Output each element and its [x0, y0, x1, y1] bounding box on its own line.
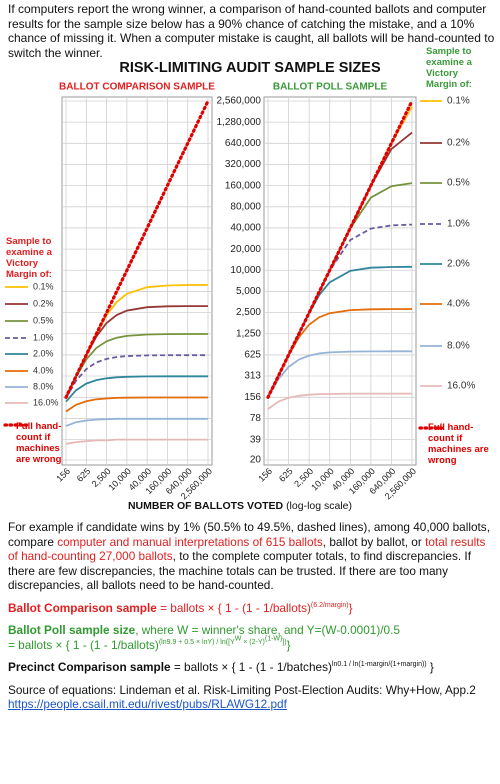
- series-line: [65, 417, 208, 427]
- plot-area: [263, 96, 417, 466]
- text: ]): [282, 638, 287, 646]
- text: , to the complete computer totals, to fi…: [8, 549, 471, 592]
- y-tick-label: 2,500: [236, 307, 261, 318]
- text: }: [286, 637, 291, 652]
- example: For example if candidate wins by 1% (50.…: [8, 520, 496, 593]
- y-tick-label: 10,000: [230, 265, 261, 276]
- text: ln0.1 / ln(1-margin/(1+margin)): [331, 661, 427, 669]
- text: (1-W): [264, 635, 283, 643]
- x-tick-label: 156: [256, 466, 274, 484]
- series-line: [65, 438, 208, 445]
- source-link[interactable]: https://people.csail.mit.edu/rivest/pubs…: [8, 697, 287, 711]
- comparison-formula: Ballot Comparison sample = ballots × { 1…: [8, 601, 496, 616]
- y-tick-label: 20: [250, 455, 262, 466]
- source: Source of equations: Lindeman et al. Ris…: [8, 683, 496, 712]
- legend-label: 1.0%: [447, 219, 470, 230]
- text: W: [234, 635, 242, 643]
- text: × (2-Y): [241, 638, 265, 646]
- legend-label: 0.2%: [447, 138, 470, 149]
- text: }: [426, 660, 434, 674]
- series-line: [267, 392, 412, 410]
- y-tick-label: 313: [244, 371, 261, 382]
- chart-title: RISK-LIMITING AUDIT SAMPLE SIZES: [119, 60, 381, 76]
- panel-title: BALLOT COMPARISON SAMPLE: [59, 82, 215, 93]
- x-label-note: (log-log scale): [286, 500, 352, 512]
- text: = ballots × { 1 - (1 - 1/ballots): [156, 600, 311, 615]
- panel-title: BALLOT POLL SAMPLE: [273, 82, 388, 93]
- text: total results of hand-counting 27,000 ba…: [8, 534, 486, 564]
- text: Source of equations: Lindeman et al. Ris…: [8, 682, 476, 697]
- chart: RISK-LIMITING AUDIT SAMPLE SIZES NUMBER …: [3, 60, 475, 512]
- legend-label: 0.5%: [33, 315, 54, 325]
- legend-label: 4.0%: [33, 365, 54, 375]
- text: For example if candidate wins by 1% (50.…: [8, 520, 490, 549]
- legend-label: 16.0%: [33, 397, 59, 407]
- legend-label: 2.0%: [447, 259, 470, 270]
- y-tick-label: 1,250: [236, 328, 261, 339]
- y-tick-label: 1,280,000: [217, 117, 262, 128]
- y-tick-label: 320,000: [225, 159, 262, 170]
- poll-formula: Ballot Poll sample size, where W = winne…: [8, 623, 496, 652]
- legend-label: Full hand-count if machines are wrong: [16, 421, 62, 465]
- y-tick-label: 2,560,000: [217, 96, 262, 107]
- x-label: NUMBER OF BALLOTS VOTED: [128, 500, 284, 512]
- series-line: [65, 354, 208, 399]
- legend-label: 0.1%: [447, 96, 470, 107]
- legend-label: 16.0%: [447, 381, 475, 392]
- y-tick-label: 625: [244, 350, 261, 361]
- series-line: [267, 350, 412, 399]
- y-tick-label: 156: [244, 392, 261, 403]
- text: = ballots × { 1 - (1 - 1/batches): [170, 660, 332, 674]
- y-tick-label: 640,000: [225, 138, 262, 149]
- text: = ballots × { 1 - (1 - 1/ballots): [8, 637, 159, 652]
- text: , ballot by ballot, or: [322, 534, 426, 549]
- series-line: [266, 99, 414, 399]
- legend-label: 0.1%: [33, 281, 54, 291]
- x-axis-label: NUMBER OF BALLOTS VOTED (log-log scale): [128, 500, 352, 512]
- x-tick-label: 156: [54, 466, 72, 484]
- precinct-formula: Precinct Comparison sample = ballots × {…: [8, 660, 496, 675]
- legend-label: 8.0%: [33, 381, 54, 391]
- text: , where W = winner's share, and Y=(W-0.0…: [135, 623, 400, 637]
- y-tick-label: 40,000: [230, 223, 261, 234]
- legend-title: Sample to examine a Victory Margin of:: [426, 46, 472, 90]
- notes: For example if candidate wins by 1% (50.…: [8, 520, 496, 720]
- legend-label: Full hand-count if machines are wrong: [428, 422, 489, 466]
- legend-label: 4.0%: [447, 299, 470, 310]
- y-tick-label: 160,000: [225, 180, 262, 191]
- series-line: [267, 223, 413, 398]
- plot-area: [61, 96, 213, 466]
- text: (6.2/margin): [310, 601, 349, 609]
- text: Precinct Comparison sample: [8, 660, 171, 674]
- text: Ballot Comparison sample: [8, 600, 157, 615]
- series-line: [65, 396, 208, 413]
- text: computer and manual interpretations of 6…: [57, 534, 323, 549]
- exponent: (ln9.9 + 0.5 × lnY) / ln([YW × (2-Y)(1-W…: [158, 635, 287, 646]
- y-tick-label: 5,000: [236, 286, 261, 297]
- legend-label: 1.0%: [33, 332, 54, 342]
- y-tick-label: 78: [250, 413, 262, 424]
- legend-label: 0.2%: [33, 298, 54, 308]
- legend-label: 2.0%: [33, 348, 54, 358]
- y-tick-label: 39: [250, 434, 262, 445]
- legend-label: 8.0%: [447, 341, 470, 352]
- text: Ballot Poll sample size: [8, 623, 136, 637]
- legend-label: 0.5%: [447, 178, 470, 189]
- text: (ln9.9 + 0.5 × lnY) / ln([Y: [158, 638, 235, 646]
- legend-title: Sample to examine a Victory Margin of:: [6, 236, 52, 280]
- series-line: [64, 99, 210, 399]
- series-line: [65, 375, 208, 403]
- y-tick-label: 20,000: [230, 244, 261, 255]
- y-tick-label: 80,000: [230, 201, 261, 212]
- text: }: [348, 600, 353, 615]
- intro: If computers report the wrong winner, a …: [8, 2, 495, 60]
